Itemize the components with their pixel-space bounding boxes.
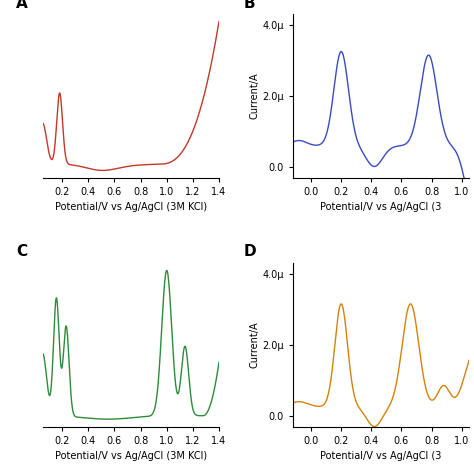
X-axis label: Potential/V vs Ag/AgCl (3M KCl): Potential/V vs Ag/AgCl (3M KCl) [55,451,207,461]
Text: B: B [244,0,255,11]
Y-axis label: Current/A: Current/A [249,321,260,368]
Text: D: D [244,245,256,259]
X-axis label: Potential/V vs Ag/AgCl (3: Potential/V vs Ag/AgCl (3 [320,202,442,212]
Text: C: C [16,245,27,259]
Text: A: A [16,0,28,11]
X-axis label: Potential/V vs Ag/AgCl (3M KCl): Potential/V vs Ag/AgCl (3M KCl) [55,202,207,212]
X-axis label: Potential/V vs Ag/AgCl (3: Potential/V vs Ag/AgCl (3 [320,451,442,461]
Y-axis label: Current/A: Current/A [249,73,260,119]
